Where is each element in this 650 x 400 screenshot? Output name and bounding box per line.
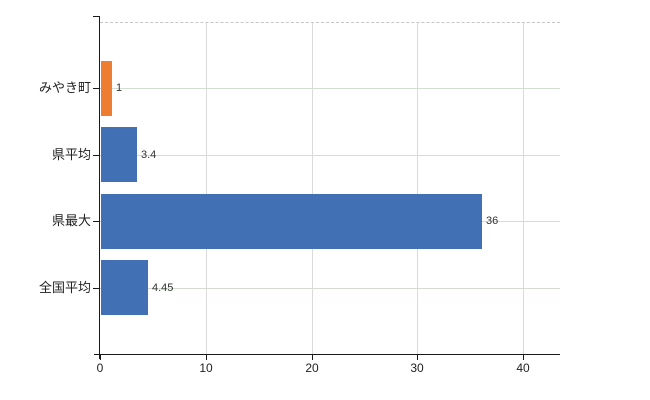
x-tick-label: 30 — [410, 361, 424, 375]
category-label: みやき町 — [38, 80, 91, 95]
y-axis-line — [99, 16, 100, 359]
x-axis-line — [94, 354, 560, 355]
gridline-vertical — [523, 22, 524, 354]
gridline-horizontal — [100, 88, 560, 89]
x-tick-label: 10 — [199, 361, 213, 375]
category-label: 県平均 — [51, 147, 91, 162]
x-axis-tick — [312, 355, 313, 360]
y-axis-tick — [93, 88, 99, 89]
x-tick-label: 40 — [516, 361, 530, 375]
gridline-horizontal — [100, 288, 560, 289]
gridline-vertical — [312, 22, 313, 354]
x-axis-tick — [417, 355, 418, 360]
x-axis-tick — [100, 355, 101, 360]
gridline-vertical — [417, 22, 418, 354]
plot-area-top-border — [100, 22, 560, 23]
y-axis-tick — [93, 155, 99, 156]
bar-0 — [101, 61, 112, 116]
y-axis-tick — [93, 288, 99, 289]
y-axis-end-tick — [93, 16, 99, 17]
category-label: 県最大 — [51, 213, 91, 228]
bar-1 — [101, 127, 137, 182]
x-axis-tick — [523, 355, 524, 360]
x-axis-tick — [206, 355, 207, 360]
bar-value-label: 36 — [486, 215, 499, 227]
bar-value-label: 1 — [116, 82, 123, 94]
x-tick-label: 20 — [305, 361, 319, 375]
gridline-vertical — [206, 22, 207, 354]
bar-2 — [101, 194, 482, 249]
bar-value-label: 4.45 — [152, 282, 174, 294]
y-axis-tick — [93, 221, 99, 222]
bar-value-label: 3.4 — [141, 149, 157, 161]
bar-3 — [101, 260, 148, 315]
x-tick-label: 0 — [96, 361, 104, 375]
gridline-horizontal — [100, 155, 560, 156]
category-label: 全国平均 — [38, 280, 91, 295]
